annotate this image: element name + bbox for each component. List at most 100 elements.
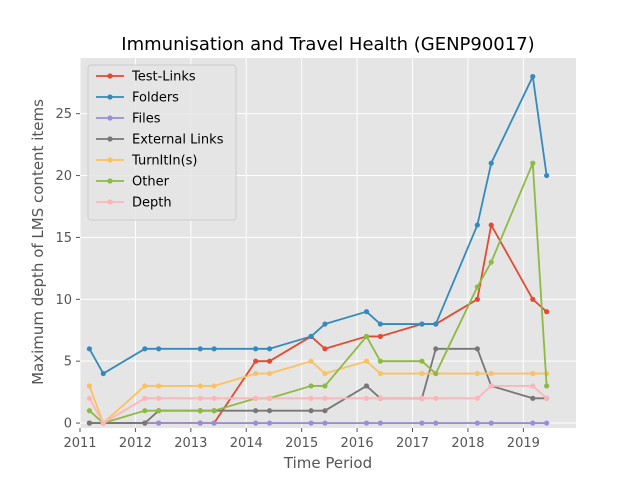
data-point-files	[308, 420, 314, 426]
legend-item: TurnItIn(s)	[96, 154, 197, 169]
legend-item: Files	[96, 112, 161, 127]
data-point-turnitin-s	[266, 370, 273, 377]
x-tick-label: 2011	[63, 436, 96, 451]
data-point-folders	[86, 346, 93, 352]
data-point-files	[322, 420, 328, 426]
data-point-depth	[86, 395, 93, 401]
data-point-other	[474, 284, 480, 290]
data-point-external-links	[474, 346, 480, 352]
data-point-external-links	[363, 383, 370, 389]
data-point-depth	[433, 395, 439, 401]
data-point-other	[322, 383, 328, 389]
data-point-other	[377, 358, 383, 364]
data-point-external-links	[266, 408, 273, 414]
data-point-depth	[530, 383, 536, 389]
data-point-turnitin-s	[253, 370, 259, 377]
data-point-depth	[419, 395, 425, 401]
legend-item: Test-Links	[96, 70, 196, 85]
data-point-turnitin-s	[156, 383, 162, 389]
legend-swatch-marker	[107, 136, 113, 142]
data-point-folders	[253, 346, 259, 352]
legend: Test-Links Folders Files External Links Turn…	[87, 64, 237, 221]
data-point-depth	[322, 395, 328, 401]
data-point-files	[266, 420, 273, 426]
legend-label: Other	[132, 175, 170, 190]
data-point-files	[377, 420, 383, 426]
data-point-depth	[211, 395, 217, 401]
data-point-other	[86, 408, 93, 414]
x-tick-label: 2018	[451, 436, 484, 451]
data-point-other	[197, 408, 203, 414]
data-point-folders	[433, 321, 439, 327]
data-point-turnitin-s	[363, 358, 370, 364]
legend-label: Folders	[132, 91, 179, 106]
legend-item: External Links	[96, 133, 224, 148]
grid	[79, 58, 576, 428]
data-point-depth	[377, 395, 383, 401]
data-point-test-links	[322, 346, 328, 352]
data-point-external-links	[308, 408, 314, 414]
data-point-folders	[100, 370, 106, 377]
legend-swatch-marker	[107, 73, 113, 79]
data-point-folders	[530, 73, 536, 80]
data-point-test-links	[544, 309, 550, 315]
y-tick-label: 5	[64, 355, 72, 370]
legend-label: External Links	[132, 133, 224, 148]
x-tick-label: 2016	[341, 436, 374, 451]
legend-label: Test-Links	[131, 70, 196, 85]
legend-swatch-marker	[107, 157, 113, 163]
data-point-turnitin-s	[197, 383, 203, 389]
y-axis: 0 5 10 15 20 25	[55, 107, 80, 432]
data-point-turnitin-s	[419, 370, 425, 377]
data-point-other	[544, 383, 550, 389]
data-point-files	[363, 420, 370, 426]
data-point-folders	[142, 346, 148, 352]
data-point-folders	[377, 321, 383, 327]
data-point-folders	[419, 321, 425, 327]
x-tick-label: 2019	[507, 436, 540, 451]
data-point-depth	[488, 383, 494, 389]
data-point-folders	[474, 222, 480, 228]
series-line-external-links	[89, 347, 547, 424]
series-depth	[86, 383, 550, 426]
y-axis-title: Maximum depth of LMS content items	[29, 99, 47, 385]
data-point-depth	[156, 395, 162, 401]
data-point-turnitin-s	[211, 383, 217, 389]
data-point-depth	[266, 395, 273, 401]
x-tick-label: 2013	[174, 436, 207, 451]
data-point-other	[488, 259, 494, 265]
data-point-test-links	[474, 296, 480, 302]
data-point-test-links	[253, 358, 259, 364]
data-point-other	[530, 160, 536, 166]
data-point-turnitin-s	[474, 370, 480, 377]
x-tick-label: 2012	[119, 436, 152, 451]
legend-item: Depth	[96, 196, 172, 211]
data-point-turnitin-s	[142, 383, 148, 389]
data-point-external-links	[253, 408, 259, 414]
series-other	[86, 160, 550, 426]
y-tick-label: 25	[55, 107, 72, 122]
legend-swatch-marker	[107, 94, 113, 100]
legend-item: Folders	[96, 91, 179, 106]
legend-swatch-marker	[107, 178, 113, 184]
data-point-depth	[253, 395, 259, 401]
data-point-folders	[197, 346, 203, 352]
data-point-folders	[308, 333, 314, 340]
data-point-files	[197, 420, 203, 426]
legend-swatch-marker	[107, 115, 113, 121]
data-point-files	[433, 420, 439, 426]
data-point-external-links	[322, 408, 328, 414]
data-point-files	[211, 420, 217, 426]
x-tick-label: 2017	[396, 436, 429, 451]
legend-swatch-marker	[107, 199, 113, 205]
data-point-external-links	[86, 420, 93, 426]
data-point-other	[363, 333, 370, 340]
data-point-files	[253, 420, 259, 426]
data-point-depth	[197, 395, 203, 401]
legend-label: Depth	[132, 196, 172, 211]
y-tick-label: 10	[55, 293, 72, 308]
data-point-folders	[156, 346, 162, 352]
data-point-test-links	[530, 296, 536, 302]
data-point-external-links	[433, 346, 439, 352]
